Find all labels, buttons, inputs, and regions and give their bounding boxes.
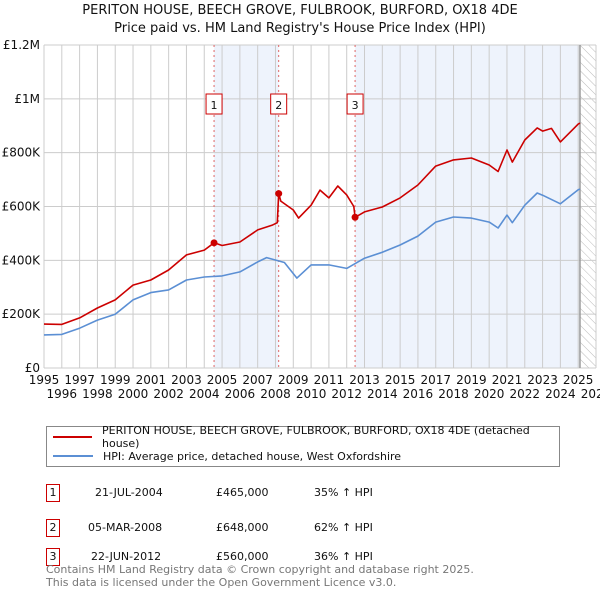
property-price-line (43, 122, 581, 326)
sale-label: 2 (275, 99, 282, 112)
sale-label: 3 (352, 99, 359, 112)
sale-date: 21-JUL-2004 (95, 486, 163, 499)
x-tick-label: 2021 (492, 373, 523, 387)
y-tick-label: £800K (2, 146, 42, 160)
x-tick-label: 1996 (47, 387, 78, 401)
x-tick-label: 2022 (510, 387, 541, 401)
sale-badge: 1 (46, 484, 60, 502)
x-tick-label: 1997 (64, 373, 95, 387)
x-tick-label: 2010 (296, 387, 327, 401)
x-tick-label: 2002 (153, 387, 184, 401)
x-tick-label: 2020 (474, 387, 505, 401)
price-chart: 1995199619971998199920002001200220032004… (2, 38, 600, 401)
x-tick-label: 2025 (563, 373, 594, 387)
sale-point (275, 190, 283, 198)
sale-label-box (205, 93, 223, 115)
y-tick-label: £400K (2, 253, 42, 267)
x-tick-label: 2001 (136, 373, 167, 387)
x-tick-label: 2023 (527, 373, 558, 387)
sale-price: £465,000 (216, 486, 269, 499)
sale-price: £560,000 (216, 550, 269, 563)
x-tick-label: 2004 (189, 387, 220, 401)
x-tick-label: 1998 (82, 387, 113, 401)
y-tick-label: £1M (14, 92, 40, 106)
sale-date: 22-JUN-2012 (91, 550, 162, 563)
x-tick-label: 2008 (260, 387, 291, 401)
x-tick-label: 2013 (349, 373, 380, 387)
x-tick-label: 2006 (225, 387, 256, 401)
x-tick-label: 2003 (171, 373, 202, 387)
sale-point (210, 239, 218, 247)
x-tick-label: 2007 (242, 373, 273, 387)
sale-price: £648,000 (216, 521, 269, 534)
footer: Contains HM Land Registry data © Crown c… (46, 563, 474, 589)
legend-label-property: PERITON HOUSE, BEECH GROVE, FULBROOK, BU… (102, 424, 530, 450)
x-tick-label: 2018 (438, 387, 469, 401)
legend-swatch-property (53, 436, 92, 438)
footer-license: This data is licensed under the Open Gov… (46, 576, 397, 589)
legend-swatch-hpi (53, 455, 93, 457)
y-tick-label: £0 (25, 361, 40, 375)
sale-hpi-diff: 62% ↑ HPI (314, 521, 373, 534)
sale-badge: 2 (46, 519, 60, 537)
y-tick-label: £200K (2, 307, 42, 321)
legend: PERITON HOUSE, BEECH GROVE, FULBROOK, BU… (46, 424, 560, 467)
legend-item-property: PERITON HOUSE, BEECH GROVE, FULBROOK, BU… (53, 424, 559, 450)
chart-subtitle: Price paid vs. HM Land Registry's House … (114, 21, 486, 36)
y-tick-label: £1.2M (3, 38, 40, 52)
x-tick-label: 2012 (331, 387, 362, 401)
hpi-line (43, 188, 581, 336)
chart-title: PERITON HOUSE, BEECH GROVE, FULBROOK, BU… (82, 3, 518, 18)
x-tick-label: 2014 (367, 387, 398, 401)
legend-item-hpi: HPI: Average price, detached house, West… (53, 448, 401, 464)
sale-hpi-diff: 35% ↑ HPI (314, 486, 373, 499)
x-tick-label: 2026 (581, 387, 600, 401)
x-tick-label: 2015 (385, 373, 416, 387)
sale-label-box (346, 93, 364, 115)
sale-point (351, 213, 359, 221)
x-tick-label: 2024 (545, 387, 576, 401)
legend-label-hpi: HPI: Average price, detached house, West… (103, 449, 402, 463)
x-tick-label: 2000 (118, 387, 149, 401)
sale-badge: 3 (46, 548, 60, 566)
x-tick-label: 1999 (100, 373, 131, 387)
y-tick-label: £600K (2, 200, 42, 214)
x-tick-label: 2009 (278, 373, 309, 387)
sale-label-box (270, 93, 288, 115)
x-tick-label: 1995 (29, 373, 60, 387)
x-tick-label: 2011 (314, 373, 345, 387)
sale-label: 1 (211, 99, 218, 112)
sale-date: 05-MAR-2008 (88, 521, 163, 534)
x-tick-label: 2005 (207, 373, 238, 387)
footer-copyright: Contains HM Land Registry data © Crown c… (46, 563, 474, 576)
x-tick-label: 2017 (420, 373, 451, 387)
x-tick-label: 2016 (403, 387, 434, 401)
sale-hpi-diff: 36% ↑ HPI (314, 550, 373, 563)
x-tick-label: 2019 (456, 373, 487, 387)
